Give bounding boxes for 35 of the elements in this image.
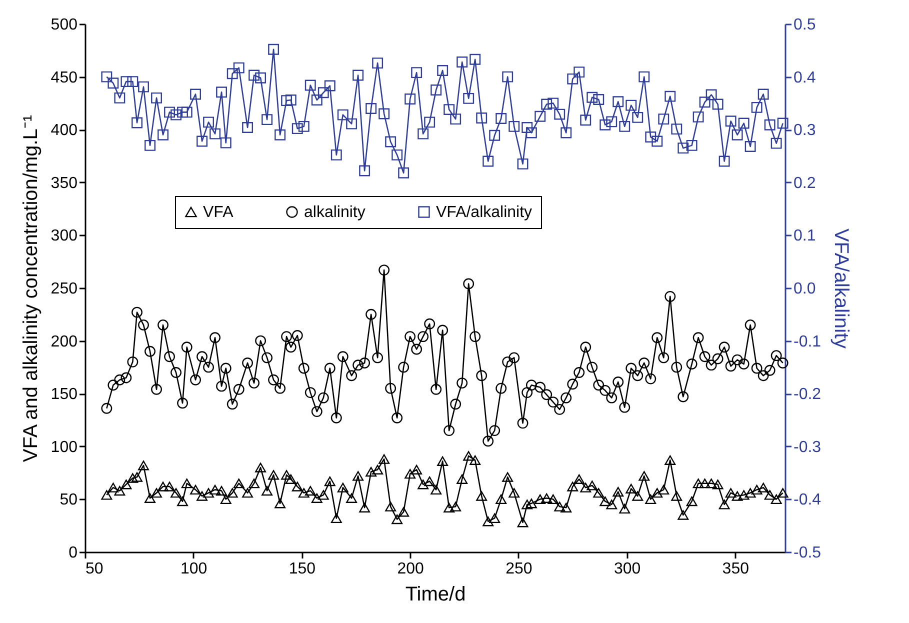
y2-tick-label: -0.5 — [794, 544, 822, 562]
y-tick-label: 300 — [50, 228, 78, 245]
y-tick-label: 400 — [50, 122, 78, 140]
legend-label: VFA — [203, 204, 234, 221]
x-tick-label: 250 — [506, 560, 532, 578]
legend-label: alkalinity — [304, 204, 366, 221]
y-tick-label: 250 — [50, 280, 78, 298]
y2-tick-label: -0.2 — [794, 386, 822, 404]
y-tick-label: 150 — [50, 386, 78, 404]
y2-tick-label: -0.1 — [794, 333, 822, 350]
x-tick-label: 150 — [288, 560, 316, 578]
y-axis-title: VFA and alkalinity concentration/mg.L⁻¹ — [20, 114, 42, 462]
x-tick-label: 50 — [86, 560, 104, 578]
y2-tick-label: 0.1 — [794, 228, 816, 245]
x-tick-label: 200 — [397, 560, 424, 578]
y-tick-label: 350 — [50, 174, 78, 192]
y2-tick-label: 0.5 — [794, 16, 816, 34]
y-tick-label: 450 — [50, 69, 78, 86]
x-axis-title: Time/d — [405, 584, 466, 606]
y2-axis-title: VFA/alkalinity — [830, 228, 852, 349]
y-tick-label: 200 — [50, 333, 78, 350]
y-tick-label: 50 — [60, 492, 78, 509]
x-tick-label: 100 — [180, 560, 208, 578]
legend-label: VFA/alkalinity — [436, 204, 532, 221]
y-tick-label: 100 — [50, 438, 78, 456]
y2-tick-label: -0.3 — [794, 438, 822, 456]
y2-tick-label: 0.2 — [794, 174, 816, 192]
y-tick-label: 0 — [68, 544, 78, 562]
x-tick-label: 350 — [722, 560, 750, 578]
y-tick-label: 500 — [50, 16, 78, 34]
x-tick-label: 300 — [614, 560, 641, 578]
y2-tick-label: 0.3 — [794, 122, 816, 140]
y2-tick-label: 0.4 — [794, 69, 816, 86]
y2-tick-label: -0.4 — [794, 492, 822, 509]
y2-tick-label: 0.0 — [794, 280, 816, 298]
